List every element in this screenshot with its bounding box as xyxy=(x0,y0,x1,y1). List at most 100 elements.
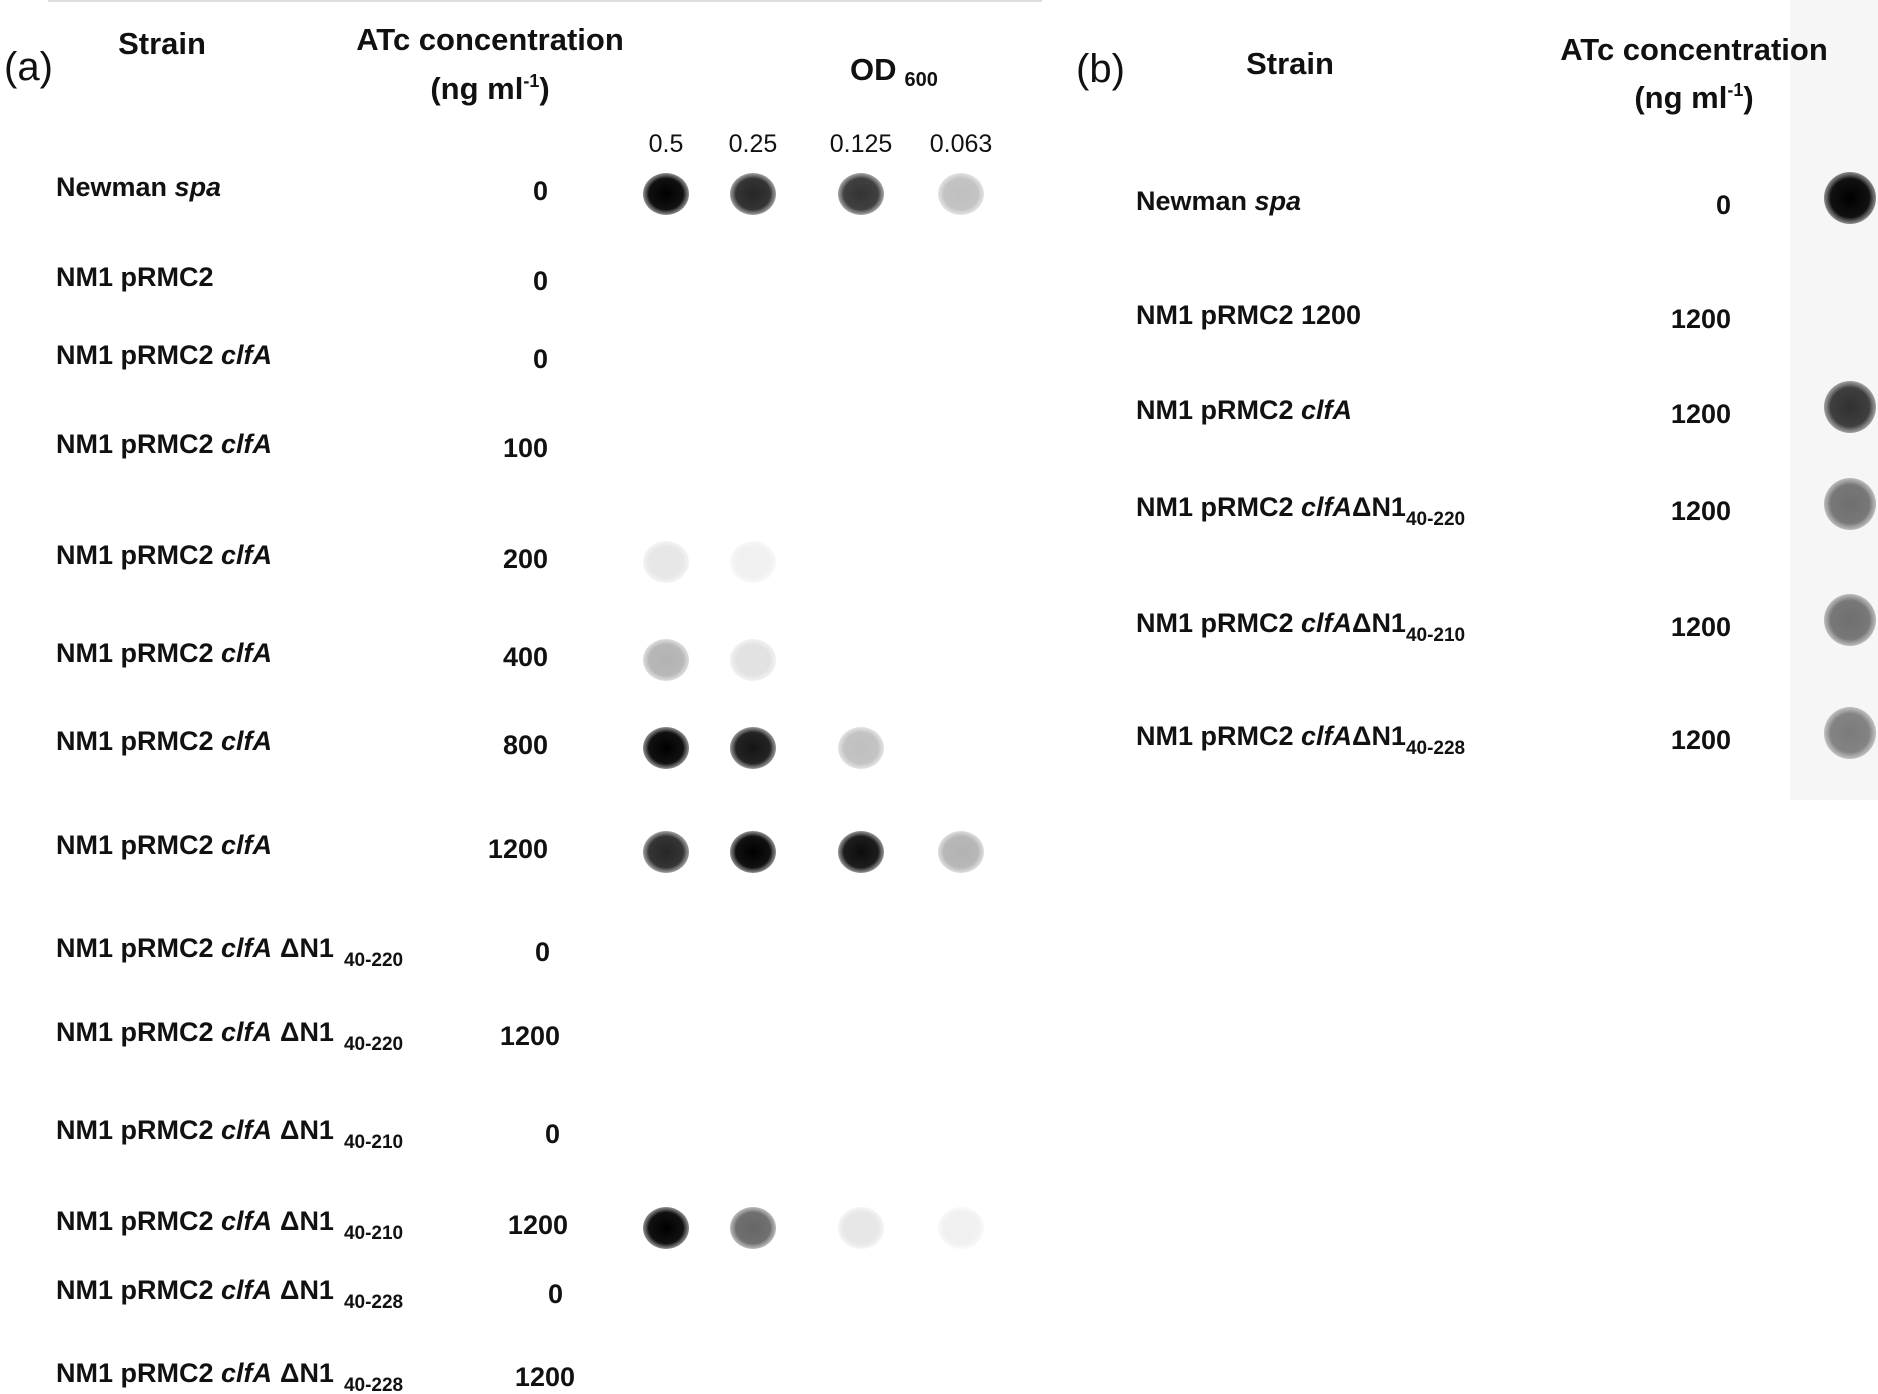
panel-label: (a) xyxy=(4,45,53,89)
range: 40-210 xyxy=(1406,625,1465,646)
deletion: ΔN1 xyxy=(280,933,334,963)
gene: spa xyxy=(175,172,222,202)
strain-prefix: NM1 pRMC2 xyxy=(56,262,214,292)
strain: NM1 pRMC2 clfA ΔN1 40-210 xyxy=(56,1206,403,1244)
strain-prefix: NM1 pRMC2 xyxy=(56,429,221,459)
strain: Newman spa xyxy=(1136,186,1301,216)
atc-value: 0 xyxy=(533,344,548,374)
dot xyxy=(643,173,689,215)
deletion: ΔN1 xyxy=(280,1017,334,1047)
gene: clfA xyxy=(221,1017,272,1047)
strain-header: Strain xyxy=(1246,46,1334,81)
dot xyxy=(643,1207,689,1249)
atc-value: 100 xyxy=(503,433,548,463)
strain: NM1 pRMC2 clfA xyxy=(56,340,272,370)
deletion: ΔN1 xyxy=(1352,492,1406,522)
dot xyxy=(643,541,689,583)
atc-header: ATc concentration xyxy=(1560,32,1828,67)
strain: NM1 pRMC2 clfAΔN140-220 xyxy=(1136,492,1465,530)
atc-header: ATc concentration xyxy=(356,22,624,57)
strain-prefix: NM1 pRMC2 xyxy=(1136,721,1301,751)
deletion: ΔN1 xyxy=(280,1206,334,1236)
atc-value: 400 xyxy=(503,642,548,672)
deletion: ΔN1 xyxy=(280,1115,334,1145)
strain: NM1 pRMC2 clfAΔN140-228 xyxy=(1136,721,1465,759)
strain-prefix: NM1 pRMC2 xyxy=(1136,608,1301,638)
atc-value: 1200 xyxy=(1671,496,1731,526)
strain-prefix: NM1 pRMC2 xyxy=(56,540,221,570)
dot xyxy=(938,831,984,873)
dilution-label: 0.25 xyxy=(729,130,778,158)
atc-value: 1200 xyxy=(508,1210,568,1240)
strain: Newman spa xyxy=(56,172,221,202)
dot xyxy=(838,173,884,215)
range: 40-210 xyxy=(344,1223,403,1244)
strain-prefix: NM1 pRMC2 1200 xyxy=(1136,300,1361,330)
deletion: ΔN1 xyxy=(1352,721,1406,751)
gene: clfA xyxy=(221,1115,272,1145)
dilution-label: 0.125 xyxy=(830,130,893,158)
dot xyxy=(730,541,776,583)
strain-prefix: Newman xyxy=(56,172,175,202)
dot xyxy=(643,831,689,873)
atc-value: 0 xyxy=(535,937,550,967)
figure: (a) Strain ATc concentration (ng ml-1) O… xyxy=(0,0,1878,1394)
strain-prefix: NM1 pRMC2 xyxy=(56,1275,221,1305)
dot xyxy=(838,727,884,769)
dot xyxy=(643,639,689,681)
unit: (ng ml-1) xyxy=(1634,80,1753,115)
strain: NM1 pRMC2 clfA xyxy=(56,429,272,459)
dot xyxy=(1824,594,1876,646)
dilution-label: 0.063 xyxy=(930,130,993,158)
deletion: ΔN1 xyxy=(280,1275,334,1305)
strain: NM1 pRMC2 xyxy=(56,262,214,292)
dot xyxy=(730,1207,776,1249)
dot xyxy=(730,831,776,873)
gene: clfA xyxy=(221,1358,272,1388)
atc-value: 0 xyxy=(533,266,548,296)
gene: clfA xyxy=(1301,492,1352,522)
strain: NM1 pRMC2 clfA xyxy=(56,726,272,756)
gene: clfA xyxy=(221,933,272,963)
range: 40-220 xyxy=(344,950,403,971)
gene: clfA xyxy=(221,340,272,370)
gene: spa xyxy=(1255,186,1302,216)
dot xyxy=(1824,707,1876,759)
panel-b: (b) Strain ATc concentration (ng ml-1) N… xyxy=(1076,32,1876,759)
dot xyxy=(1824,172,1876,224)
atc-value: 1200 xyxy=(1671,725,1731,755)
strain: NM1 pRMC2 clfA xyxy=(56,830,272,860)
unit: (ng ml-1) xyxy=(430,71,549,106)
atc-value: 0 xyxy=(545,1119,560,1149)
atc-value: 0 xyxy=(548,1279,563,1309)
dot xyxy=(730,173,776,215)
range: 40-220 xyxy=(1406,509,1465,530)
strain-prefix: NM1 pRMC2 xyxy=(1136,395,1301,425)
range: 40-210 xyxy=(344,1132,403,1153)
atc-value: 1200 xyxy=(488,834,548,864)
strain-prefix: NM1 pRMC2 xyxy=(56,933,221,963)
panel-label: (b) xyxy=(1076,47,1125,91)
atc-value: 200 xyxy=(503,544,548,574)
gene: clfA xyxy=(221,429,272,459)
gene: clfA xyxy=(1301,608,1352,638)
gene: clfA xyxy=(221,540,272,570)
gene: clfA xyxy=(221,1206,272,1236)
dot xyxy=(1824,478,1876,530)
strain-prefix: NM1 pRMC2 xyxy=(56,830,221,860)
atc-value: 1200 xyxy=(515,1362,575,1392)
strain-prefix: NM1 pRMC2 xyxy=(56,1115,221,1145)
strain-prefix: NM1 pRMC2 xyxy=(1136,492,1301,522)
strain: NM1 pRMC2 clfAΔN140-210 xyxy=(1136,608,1465,646)
strain-prefix: NM1 pRMC2 xyxy=(56,1206,221,1236)
atc-value: 1200 xyxy=(1671,612,1731,642)
panel-a: (a) Strain ATc concentration (ng ml-1) O… xyxy=(4,22,992,1394)
deletion: ΔN1 xyxy=(280,1358,334,1388)
deletion: ΔN1 xyxy=(1352,608,1406,638)
dot xyxy=(730,727,776,769)
strain-prefix: NM1 pRMC2 xyxy=(56,1017,221,1047)
dot xyxy=(1824,381,1876,433)
